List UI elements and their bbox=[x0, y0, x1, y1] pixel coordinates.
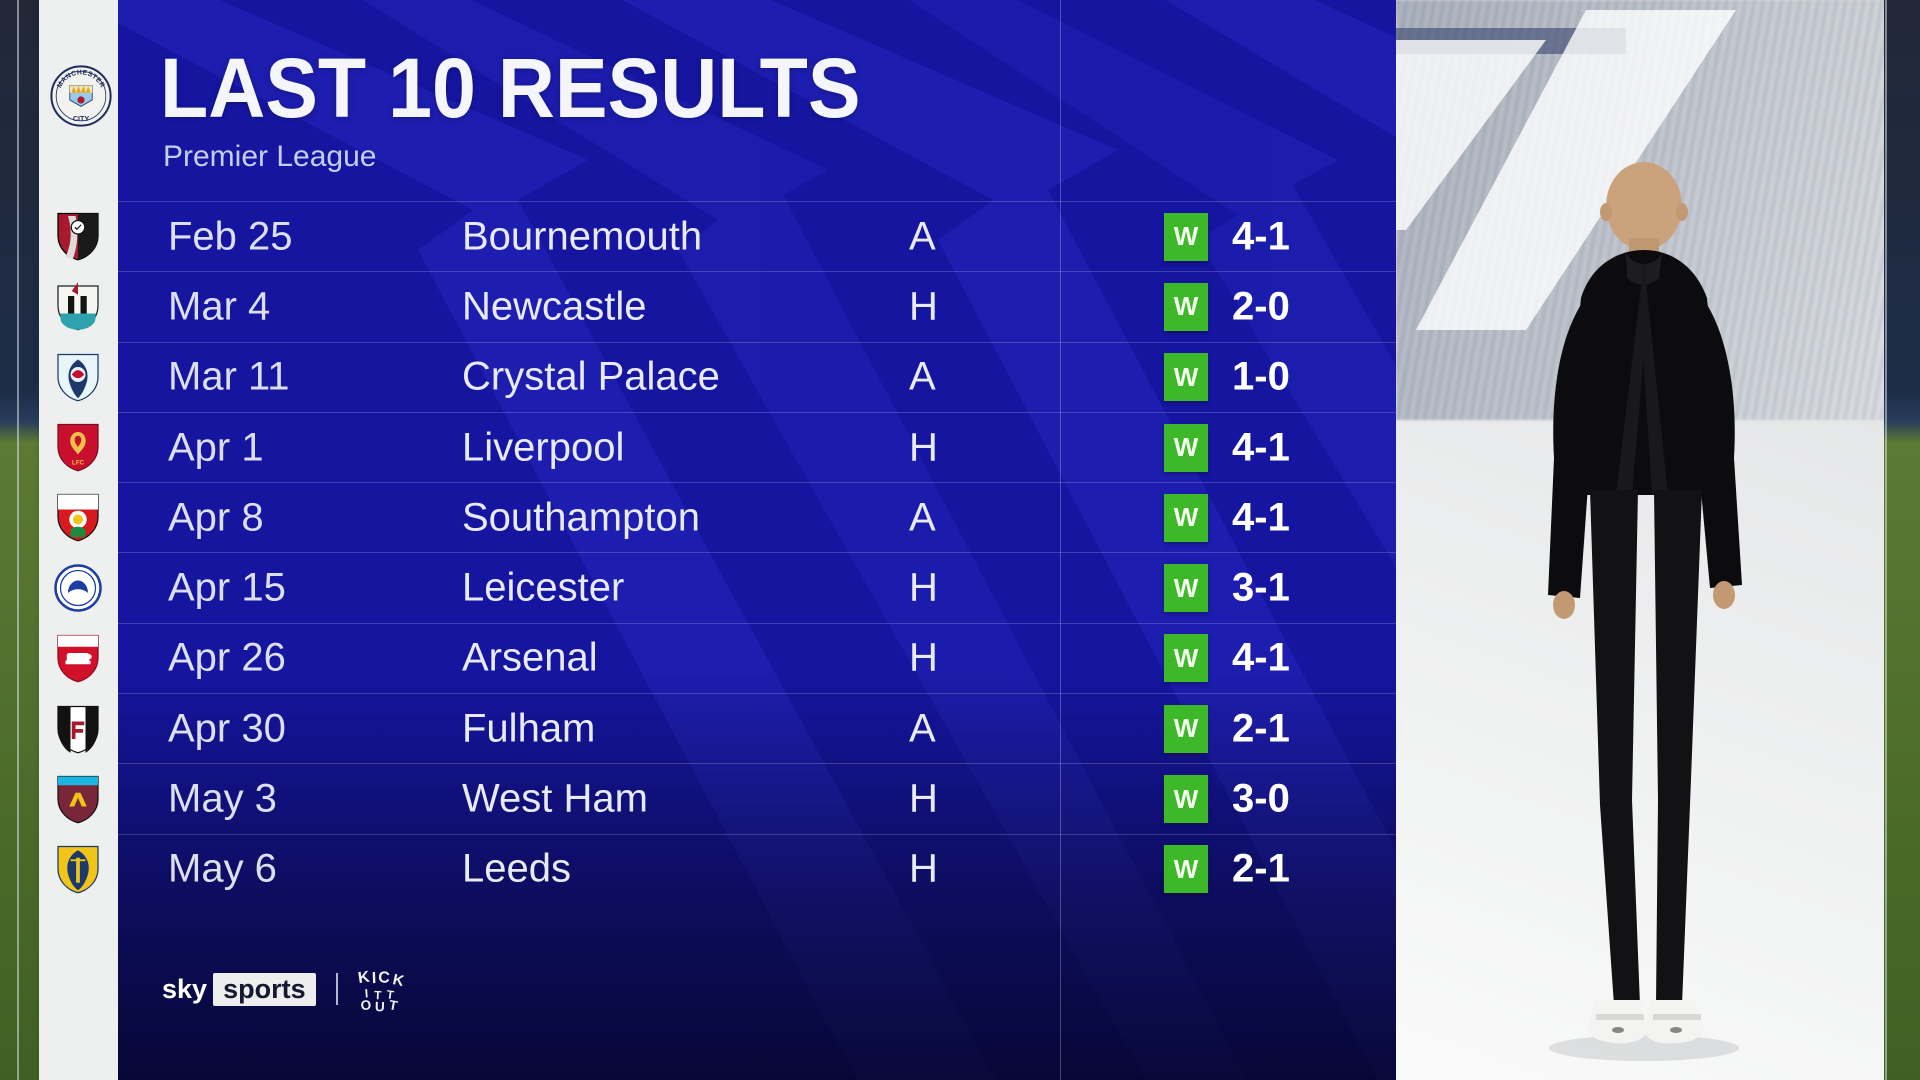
svg-text:K: K bbox=[391, 971, 405, 990]
svg-text:I: I bbox=[371, 969, 376, 986]
svg-text:U: U bbox=[374, 999, 384, 1012]
svg-text:K: K bbox=[358, 968, 371, 987]
svg-text:C: C bbox=[377, 969, 390, 987]
svg-text:CITY: CITY bbox=[73, 114, 90, 123]
svg-text:O: O bbox=[360, 997, 372, 1012]
